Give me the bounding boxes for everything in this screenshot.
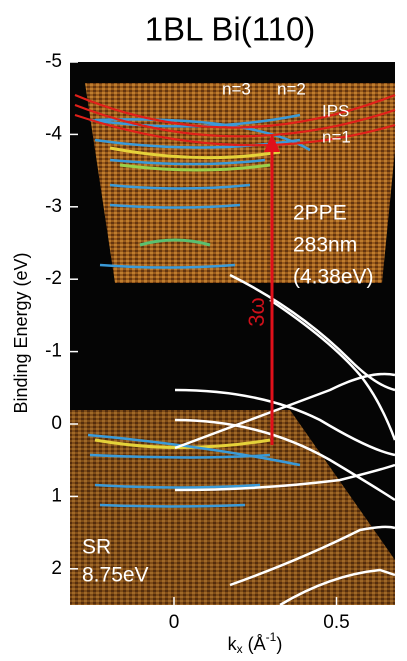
y-tick-label: -4 — [45, 123, 62, 144]
arrow-head — [264, 134, 280, 152]
annotation: 3ω — [244, 297, 269, 326]
annotation: n=1 — [322, 127, 351, 146]
ppe-map — [85, 83, 395, 283]
y-tick-label: 2 — [51, 558, 62, 579]
ips-parabolas — [74, 93, 396, 147]
x-tick-label: 0.5 — [323, 612, 349, 633]
annotation: IPS — [322, 101, 349, 120]
y-axis-label: Binding Energy (eV) — [11, 252, 31, 413]
y-tick-label: -1 — [45, 341, 62, 362]
y-tick-label: -5 — [45, 51, 62, 72]
theory-bands — [174, 273, 397, 607]
annotation: 2PPE — [293, 202, 347, 225]
y-tick-label: 1 — [51, 485, 62, 506]
x-label-part: (Å — [243, 634, 266, 654]
x-tick-label: 0 — [169, 612, 180, 633]
annotation: (4.38eV) — [293, 266, 374, 289]
x-label-part: k — [228, 634, 238, 654]
annotation: 283nm — [293, 234, 357, 257]
intensity-bands — [94, 146, 281, 449]
chart-title: 1BL Bi(110) — [145, 11, 316, 48]
x-label-part: -1 — [266, 630, 277, 644]
y-tick-label: 0 — [51, 413, 62, 434]
annotation: n=3 — [222, 79, 251, 98]
calc-bands — [87, 113, 311, 508]
y-tick-label: -3 — [45, 196, 62, 217]
annotation: 8.75eV — [82, 564, 149, 587]
y-tick-label: -2 — [45, 268, 62, 289]
annotation: SR — [82, 536, 111, 559]
x-label-part: x — [237, 642, 243, 656]
arpes-map — [70, 410, 395, 605]
x-axis-label: kx (Å-1) — [228, 630, 283, 656]
x-label-part: ) — [276, 634, 282, 654]
annotation: n=2 — [277, 79, 306, 98]
